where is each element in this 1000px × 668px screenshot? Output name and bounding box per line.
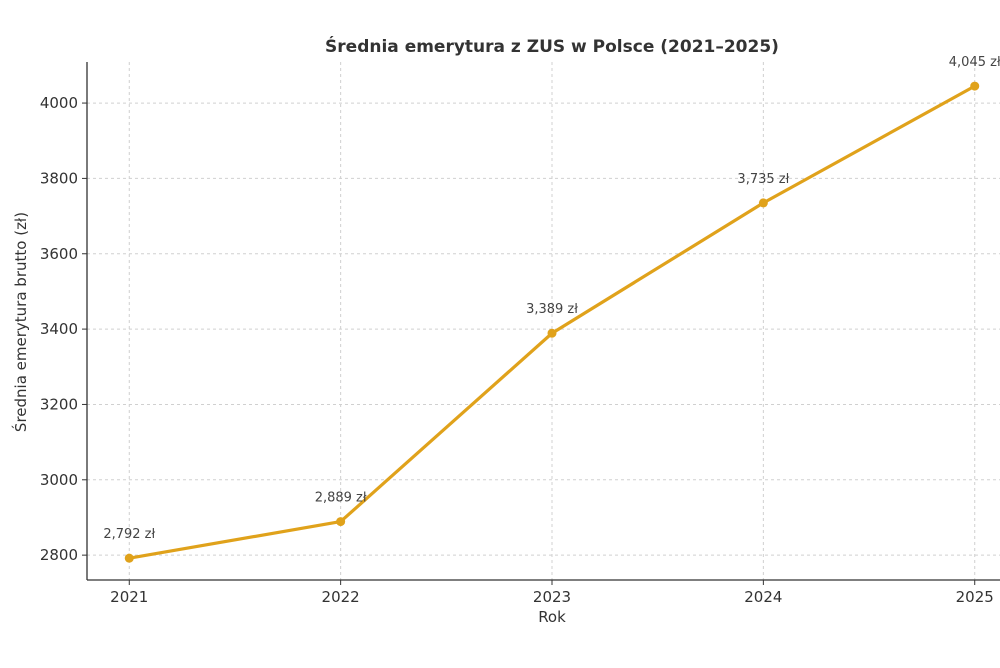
data-point bbox=[547, 328, 557, 338]
data-point bbox=[124, 553, 134, 563]
x-axis-label: Rok bbox=[538, 608, 566, 626]
data-label: 3,389 zł bbox=[526, 302, 578, 317]
data-point bbox=[336, 517, 346, 527]
x-tick-label: 2022 bbox=[322, 588, 360, 606]
chart-title: Średnia emerytura z ZUS w Polsce (2021–2… bbox=[325, 35, 779, 57]
data-label: 4,045 zł bbox=[949, 55, 1000, 70]
x-tick-label: 2024 bbox=[744, 588, 782, 606]
x-tick-label: 2025 bbox=[956, 588, 994, 606]
y-tick-label: 3000 bbox=[40, 471, 78, 489]
axes bbox=[86, 62, 1000, 581]
data-label: 2,889 zł bbox=[315, 491, 367, 506]
data-point bbox=[970, 81, 980, 91]
y-tick-label: 2800 bbox=[40, 546, 78, 564]
grid bbox=[87, 62, 1000, 580]
y-tick-label: 3400 bbox=[40, 320, 78, 338]
x-tick-label: 2023 bbox=[533, 588, 571, 606]
y-tick-label: 4000 bbox=[40, 94, 78, 112]
series-line: 2,792 zł 2,889 zł 3,389 zł 3,735 zł 4,045 zł bbox=[103, 55, 1000, 563]
y-tick-label: 3600 bbox=[40, 245, 78, 263]
data-label: 2,792 zł bbox=[103, 527, 155, 542]
y-axis-label: Średnia emerytura brutto (zł) bbox=[11, 212, 30, 432]
x-tick-label: 2021 bbox=[110, 588, 148, 606]
data-label: 3,735 zł bbox=[737, 172, 789, 187]
y-tick-label: 3200 bbox=[40, 395, 78, 413]
ticks: 2800 3000 3200 3400 3600 3800 4000 2021 2022 2023… bbox=[40, 94, 994, 606]
y-tick-label: 3800 bbox=[40, 169, 78, 187]
data-point bbox=[758, 198, 768, 208]
